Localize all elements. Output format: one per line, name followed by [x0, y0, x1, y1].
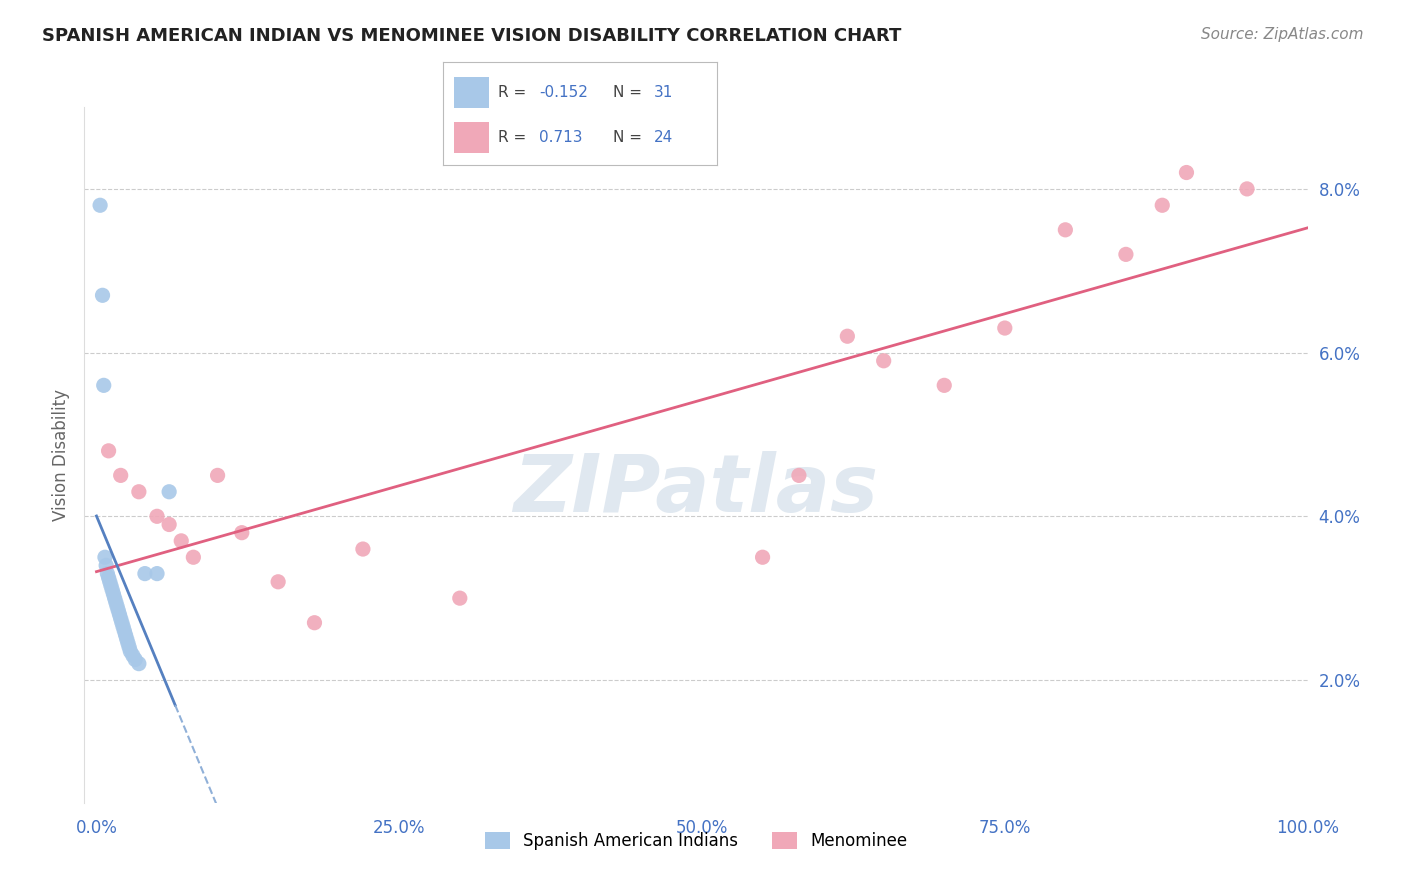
- Text: -0.152: -0.152: [538, 85, 588, 100]
- Point: [103, 587, 125, 601]
- Point: [934, 378, 956, 392]
- Point: [104, 595, 127, 609]
- Point: [94, 550, 117, 565]
- Point: [112, 620, 135, 634]
- Text: N =: N =: [613, 130, 643, 145]
- Point: [1054, 223, 1077, 237]
- Text: N =: N =: [613, 85, 643, 100]
- Point: [124, 652, 146, 666]
- Point: [1152, 198, 1174, 212]
- Point: [100, 579, 122, 593]
- Point: [751, 550, 773, 565]
- Text: SPANISH AMERICAN INDIAN VS MENOMINEE VISION DISABILITY CORRELATION CHART: SPANISH AMERICAN INDIAN VS MENOMINEE VIS…: [42, 27, 901, 45]
- Point: [105, 599, 128, 614]
- Point: [157, 484, 180, 499]
- Point: [267, 574, 290, 589]
- Point: [111, 615, 134, 630]
- Point: [110, 468, 132, 483]
- Point: [183, 550, 205, 565]
- Point: [994, 321, 1017, 335]
- Point: [97, 443, 120, 458]
- Point: [115, 632, 138, 646]
- Point: [114, 628, 136, 642]
- Text: R =: R =: [498, 130, 526, 145]
- Text: Source: ZipAtlas.com: Source: ZipAtlas.com: [1201, 27, 1364, 42]
- Point: [837, 329, 859, 343]
- Point: [98, 574, 121, 589]
- FancyBboxPatch shape: [454, 122, 489, 153]
- Point: [120, 644, 142, 658]
- Point: [128, 657, 150, 671]
- Point: [1236, 182, 1258, 196]
- Point: [112, 624, 135, 638]
- Point: [304, 615, 326, 630]
- Point: [89, 198, 111, 212]
- Legend: Spanish American Indians, Menominee: Spanish American Indians, Menominee: [478, 826, 914, 857]
- Text: ZIPatlas: ZIPatlas: [513, 450, 879, 529]
- Point: [101, 582, 124, 597]
- Point: [1175, 165, 1198, 179]
- Text: R =: R =: [498, 85, 526, 100]
- Y-axis label: Vision Disability: Vision Disability: [52, 389, 70, 521]
- Point: [1115, 247, 1137, 261]
- Point: [170, 533, 193, 548]
- Point: [108, 607, 131, 622]
- Point: [146, 566, 169, 581]
- Point: [93, 378, 115, 392]
- Point: [134, 566, 156, 581]
- Point: [104, 591, 127, 606]
- Text: 24: 24: [654, 130, 673, 145]
- Point: [787, 468, 810, 483]
- Point: [117, 636, 139, 650]
- Point: [107, 603, 129, 617]
- Point: [97, 571, 120, 585]
- Point: [146, 509, 169, 524]
- Text: 0.713: 0.713: [538, 130, 582, 145]
- FancyBboxPatch shape: [454, 77, 489, 108]
- Point: [449, 591, 471, 606]
- Point: [96, 558, 118, 573]
- Text: 31: 31: [654, 85, 673, 100]
- Point: [91, 288, 114, 302]
- Point: [231, 525, 253, 540]
- Point: [110, 612, 132, 626]
- Point: [157, 517, 180, 532]
- Point: [121, 648, 143, 663]
- Point: [873, 353, 896, 368]
- Point: [352, 542, 374, 557]
- Point: [128, 484, 150, 499]
- Point: [96, 566, 118, 581]
- Point: [118, 640, 141, 655]
- Point: [207, 468, 229, 483]
